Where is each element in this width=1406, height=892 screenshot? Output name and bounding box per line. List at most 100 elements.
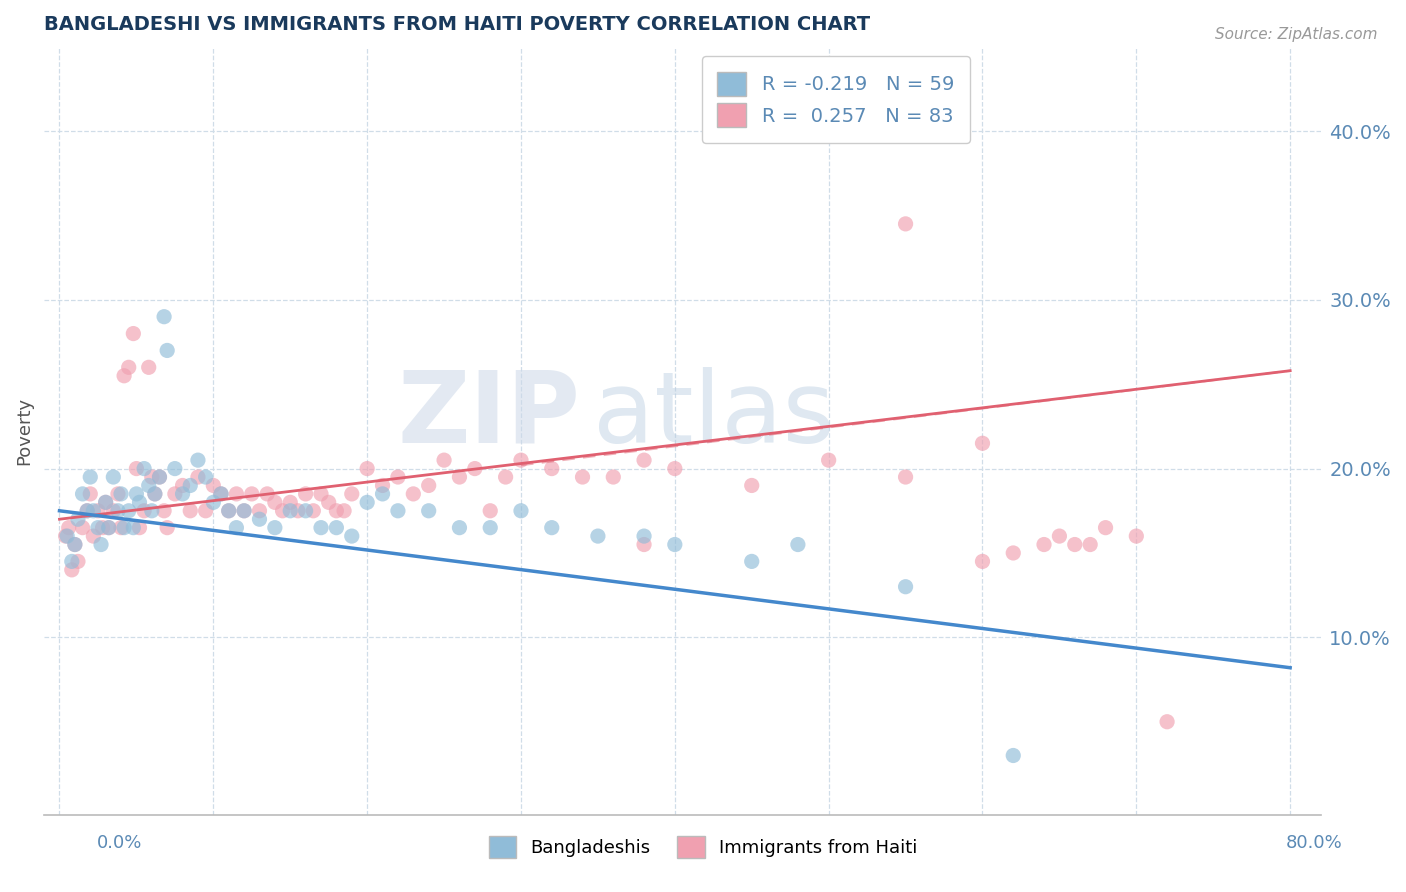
- Point: [271, 504, 294, 518]
- Point: [586, 529, 609, 543]
- Point: [302, 504, 325, 518]
- Point: [894, 580, 917, 594]
- Point: [1002, 748, 1025, 763]
- Point: [602, 470, 624, 484]
- Point: [972, 436, 994, 450]
- Point: [194, 470, 217, 484]
- Point: [418, 478, 440, 492]
- Point: [94, 495, 117, 509]
- Text: BANGLADESHI VS IMMIGRANTS FROM HAITI POVERTY CORRELATION CHART: BANGLADESHI VS IMMIGRANTS FROM HAITI POV…: [44, 15, 870, 34]
- Point: [110, 521, 132, 535]
- Point: [76, 504, 98, 518]
- Point: [741, 554, 763, 568]
- Point: [132, 504, 155, 518]
- Point: [741, 478, 763, 492]
- Point: [97, 521, 120, 535]
- Point: [309, 487, 332, 501]
- Point: [402, 487, 425, 501]
- Point: [1156, 714, 1178, 729]
- Point: [143, 487, 166, 501]
- Point: [278, 495, 301, 509]
- Point: [125, 461, 148, 475]
- Point: [153, 504, 176, 518]
- Point: [179, 478, 201, 492]
- Point: [418, 504, 440, 518]
- Text: atlas: atlas: [593, 367, 835, 464]
- Point: [218, 504, 240, 518]
- Point: [72, 487, 94, 501]
- Point: [141, 504, 163, 518]
- Point: [141, 470, 163, 484]
- Point: [143, 487, 166, 501]
- Point: [1063, 537, 1085, 551]
- Point: [449, 470, 471, 484]
- Text: Source: ZipAtlas.com: Source: ZipAtlas.com: [1215, 27, 1378, 42]
- Point: [510, 504, 533, 518]
- Point: [107, 487, 129, 501]
- Point: [664, 461, 686, 475]
- Point: [371, 487, 394, 501]
- Point: [1094, 521, 1116, 535]
- Point: [318, 495, 340, 509]
- Text: ZIP: ZIP: [398, 367, 581, 464]
- Point: [633, 453, 655, 467]
- Point: [1002, 546, 1025, 560]
- Point: [356, 461, 378, 475]
- Point: [571, 470, 593, 484]
- Point: [510, 453, 533, 467]
- Text: 80.0%: 80.0%: [1286, 834, 1343, 852]
- Point: [294, 504, 316, 518]
- Point: [340, 529, 363, 543]
- Point: [82, 504, 104, 518]
- Point: [103, 470, 125, 484]
- Point: [479, 504, 502, 518]
- Point: [112, 521, 135, 535]
- Point: [249, 512, 271, 526]
- Point: [128, 521, 150, 535]
- Point: [128, 495, 150, 509]
- Point: [225, 521, 247, 535]
- Point: [479, 521, 502, 535]
- Point: [433, 453, 456, 467]
- Point: [1078, 537, 1101, 551]
- Point: [202, 478, 225, 492]
- Point: [325, 521, 347, 535]
- Point: [107, 504, 129, 518]
- Point: [79, 470, 101, 484]
- Point: [56, 529, 79, 543]
- Point: [233, 504, 256, 518]
- Point: [309, 521, 332, 535]
- Point: [172, 487, 194, 501]
- Point: [87, 521, 110, 535]
- Point: [163, 461, 186, 475]
- Point: [87, 504, 110, 518]
- Point: [118, 360, 141, 375]
- Point: [464, 461, 486, 475]
- Point: [82, 529, 104, 543]
- Point: [786, 537, 808, 551]
- Point: [540, 521, 562, 535]
- Point: [90, 537, 112, 551]
- Point: [110, 487, 132, 501]
- Point: [294, 487, 316, 501]
- Point: [263, 495, 285, 509]
- Point: [138, 478, 160, 492]
- Point: [148, 470, 170, 484]
- Point: [153, 310, 176, 324]
- Point: [79, 487, 101, 501]
- Point: [256, 487, 278, 501]
- Point: [249, 504, 271, 518]
- Text: 0.0%: 0.0%: [97, 834, 142, 852]
- Point: [72, 521, 94, 535]
- Point: [122, 326, 145, 341]
- Point: [1047, 529, 1070, 543]
- Point: [125, 487, 148, 501]
- Point: [449, 521, 471, 535]
- Point: [187, 470, 209, 484]
- Point: [817, 453, 839, 467]
- Point: [187, 453, 209, 467]
- Point: [97, 521, 120, 535]
- Point: [209, 487, 232, 501]
- Point: [972, 554, 994, 568]
- Legend: R = -0.219   N = 59, R =  0.257   N = 83: R = -0.219 N = 59, R = 0.257 N = 83: [702, 56, 970, 143]
